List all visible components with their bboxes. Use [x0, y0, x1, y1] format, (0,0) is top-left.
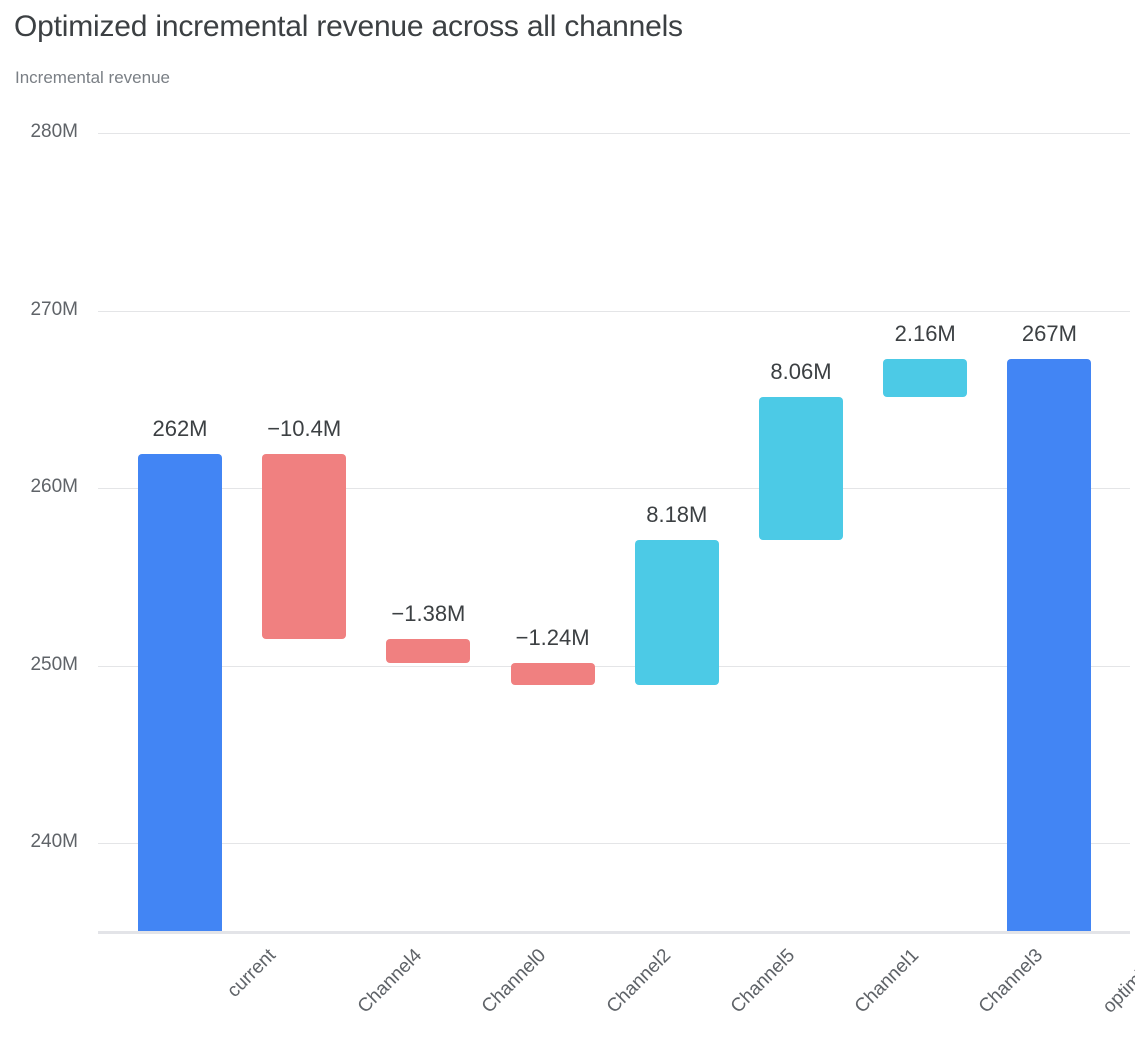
gridline	[98, 310, 1130, 312]
bar-value-label-current: 262M	[152, 416, 208, 442]
gridline	[98, 665, 1130, 667]
y-axis-tick-label: 250M	[30, 653, 78, 675]
x-axis-tick-label-optimized: optimized	[1099, 945, 1135, 1018]
y-axis-tick-label: 260M	[30, 476, 78, 497]
y-axis-tick-label: 240M	[30, 831, 78, 852]
bar-Channel4[interactable]	[262, 454, 347, 639]
bar-current[interactable]	[138, 454, 222, 932]
x-axis-tick-label-Channel5: Channel5	[726, 945, 799, 1018]
x-axis-tick-label-Channel1: Channel1	[850, 945, 924, 1018]
y-axis-tick-label: 270M	[30, 298, 78, 320]
bar-optimized[interactable]	[1007, 358, 1092, 932]
x-axis-tick-label-Channel3: Channel3	[975, 945, 1048, 1018]
bar-Channel3[interactable]	[883, 358, 968, 398]
bar-value-label-Channel1: 8.06M	[770, 359, 832, 385]
page-title: Optimized incremental revenue across all…	[14, 10, 683, 43]
bar-Channel0[interactable]	[386, 638, 471, 664]
x-axis-tick-label-Channel4: Channel4	[354, 945, 427, 1018]
gridline	[98, 488, 1130, 489]
y-axis-tick-label: 280M	[30, 121, 78, 142]
x-axis-line	[98, 931, 1130, 935]
gridline	[98, 843, 1130, 844]
bar-value-label-optimized: 267M	[1021, 320, 1077, 346]
bar-value-label-Channel2: −1.24M	[515, 625, 590, 651]
x-axis-tick-label-current: current	[223, 945, 280, 1002]
x-axis-tick-label-Channel2: Channel2	[602, 945, 675, 1018]
bar-Channel5[interactable]	[634, 540, 719, 686]
bar-Channel2[interactable]	[510, 663, 595, 686]
bar-value-label-Channel5: 8.18M	[646, 502, 708, 528]
bar-Channel1[interactable]	[759, 397, 843, 541]
x-axis-tick-label-Channel0: Channel0	[478, 945, 551, 1018]
gridline	[98, 133, 1130, 134]
bar-value-label-Channel0: −1.38M	[391, 600, 466, 626]
chart-subtitle: Incremental revenue	[15, 68, 170, 87]
bar-value-label-Channel4: −10.4M	[267, 416, 342, 442]
bar-value-label-Channel3: 2.16M	[894, 320, 956, 346]
